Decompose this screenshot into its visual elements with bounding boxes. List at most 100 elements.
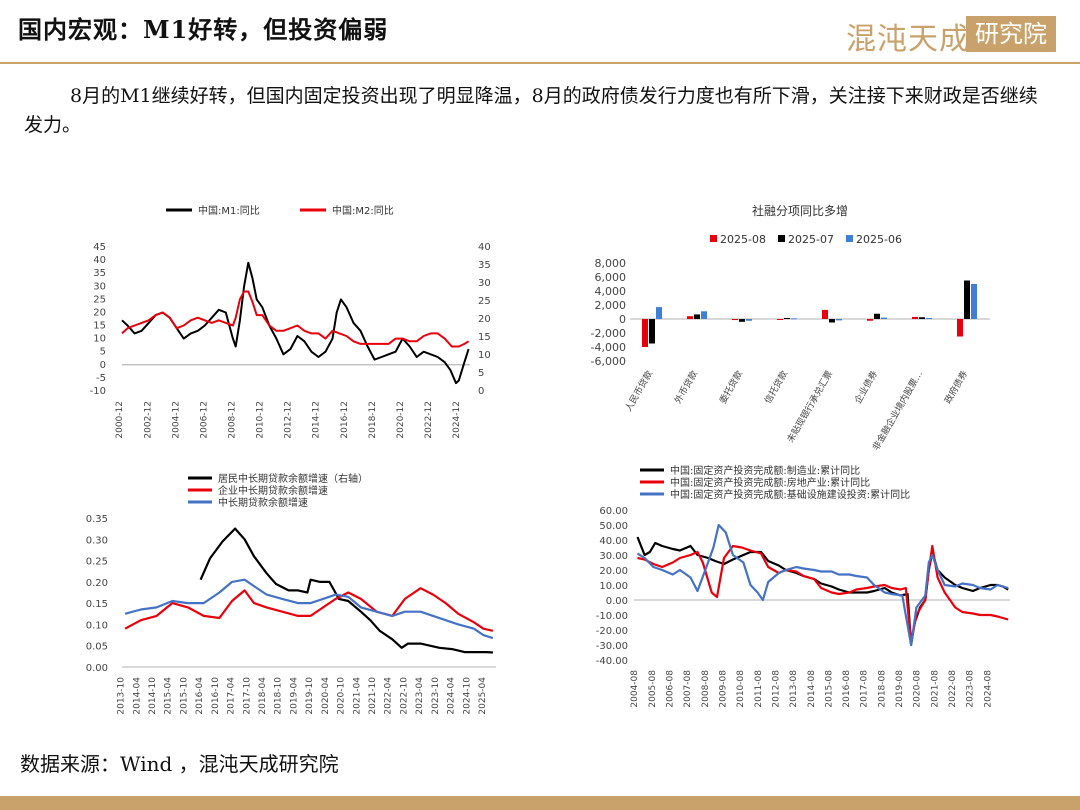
footer-bar bbox=[0, 796, 1080, 810]
series-line-1 bbox=[121, 290, 470, 348]
y-tick-right: 30 bbox=[478, 278, 491, 289]
tsf-legend-swatch bbox=[710, 235, 717, 242]
series-line-2 bbox=[124, 578, 494, 640]
x-tick-label: 2024-04 bbox=[447, 677, 457, 715]
x-tick-label: 2020-10 bbox=[337, 677, 347, 715]
y-tick-left: -10 bbox=[90, 386, 106, 397]
y-tick-label: 0.35 bbox=[86, 514, 108, 525]
y-tick-left: 15 bbox=[93, 321, 106, 332]
x-tick-label: 2011-08 bbox=[754, 670, 764, 708]
x-tick-label: 2023-08 bbox=[966, 670, 976, 708]
x-tick-label: 2017-10 bbox=[242, 677, 252, 715]
bar bbox=[649, 319, 655, 344]
summary-text: 8月的M1继续好转，但国内固定投资出现了明显降温，8月的政府债发行力度也有所下滑… bbox=[24, 85, 1038, 136]
bar bbox=[919, 317, 925, 319]
bar bbox=[822, 309, 828, 319]
x-tick-label: 2010-12 bbox=[256, 401, 266, 439]
x-tick-label: 2018-10 bbox=[274, 677, 284, 715]
bar bbox=[926, 317, 932, 319]
y-tick-right: 25 bbox=[478, 296, 491, 307]
y-tick-left: 0 bbox=[100, 360, 106, 371]
header-divider bbox=[0, 62, 1080, 64]
series-line-0 bbox=[199, 527, 493, 654]
x-tick-label: 2012-12 bbox=[284, 401, 294, 439]
x-tick-label: 2015-10 bbox=[179, 677, 189, 715]
x-tick-label: 2022-10 bbox=[399, 677, 409, 715]
y-tick-left: 30 bbox=[93, 281, 106, 292]
x-tick-label: 2022-08 bbox=[948, 670, 958, 708]
bar bbox=[791, 318, 797, 320]
x-tick-label: 2015-04 bbox=[164, 677, 174, 715]
x-tick-label: 2023-10 bbox=[431, 677, 441, 715]
bar bbox=[701, 311, 707, 319]
y-tick-label: -4,000 bbox=[591, 341, 626, 354]
x-tick-label: 2020-12 bbox=[396, 401, 406, 439]
source-note: 数据来源：Wind ，混沌天成研究院 bbox=[20, 752, 339, 776]
x-tick-label: 2021-04 bbox=[352, 677, 362, 715]
m1m2-legend-label: 中国:M1:同比 bbox=[198, 204, 260, 217]
y-tick-label: 0.20 bbox=[86, 578, 108, 589]
bar bbox=[957, 319, 963, 337]
y-tick-label: 0.30 bbox=[86, 535, 108, 546]
y-tick-label: 20.00 bbox=[599, 566, 628, 577]
loans-legend-label: 中长期贷款余额增速 bbox=[218, 496, 308, 509]
y-tick-left: 5 bbox=[100, 347, 106, 358]
x-tick-label: 2022-04 bbox=[384, 677, 394, 715]
x-tick-label: 2004-08 bbox=[630, 670, 640, 708]
category-label: 非金融企业境内股票… bbox=[870, 369, 925, 453]
y-tick-right: 35 bbox=[478, 260, 491, 271]
fai-legend-label: 中国:固定资产投资完成额:房地产业:累计同比 bbox=[670, 476, 870, 489]
logo-text-left: 混沌天成 bbox=[846, 22, 970, 57]
bar bbox=[777, 319, 783, 320]
x-tick-label: 2008-08 bbox=[701, 670, 711, 708]
category-label: 企业债券 bbox=[852, 369, 880, 406]
loans-legend-label: 居民中长期贷款余额增速（右轴） bbox=[218, 472, 368, 485]
x-tick-label: 2023-04 bbox=[415, 677, 425, 715]
category-label: 未贴现银行承兑汇票 bbox=[784, 369, 835, 445]
x-tick-label: 2004-12 bbox=[171, 401, 181, 439]
x-tick-label: 2002-12 bbox=[143, 401, 153, 439]
y-tick-label: 4,000 bbox=[595, 285, 627, 298]
x-tick-label: 2025-04 bbox=[478, 677, 488, 715]
fai-legend-label: 中国:固定资产投资完成额:基础设施建设投资:累计同比 bbox=[670, 488, 910, 501]
y-tick-label: -40.00 bbox=[596, 656, 628, 667]
x-tick-label: 2019-08 bbox=[895, 670, 905, 708]
fai-legend-label: 中国:固定资产投资完成额:制造业:累计同比 bbox=[670, 464, 860, 477]
y-tick-label: -20.00 bbox=[596, 626, 628, 637]
bar bbox=[687, 316, 693, 319]
x-tick-label: 2014-04 bbox=[132, 677, 142, 715]
y-tick-label: 0.25 bbox=[86, 557, 108, 568]
page-title: 国内宏观：M1好转，但投资偏弱 bbox=[18, 15, 389, 44]
x-tick-label: 2018-12 bbox=[368, 401, 378, 439]
y-tick-label: 0.15 bbox=[86, 599, 108, 610]
chart-title: 社融分项同比多增 bbox=[752, 203, 848, 218]
bar bbox=[642, 319, 648, 347]
y-tick-right: 40 bbox=[478, 242, 491, 253]
y-tick-left: 25 bbox=[93, 294, 106, 305]
x-tick-label: 2008-12 bbox=[227, 401, 237, 439]
bar bbox=[836, 319, 842, 321]
y-tick-right: 20 bbox=[478, 314, 491, 325]
x-tick-label: 2016-12 bbox=[340, 401, 350, 439]
x-tick-label: 2020-04 bbox=[321, 677, 331, 715]
bar bbox=[746, 319, 752, 321]
y-tick-label: 6,000 bbox=[595, 271, 627, 284]
x-tick-label: 2005-08 bbox=[648, 670, 658, 708]
y-tick-label: -2,000 bbox=[591, 327, 626, 340]
y-tick-label: 0.10 bbox=[86, 620, 108, 631]
y-tick-left: -5 bbox=[96, 373, 106, 384]
x-tick-label: 2016-10 bbox=[211, 677, 221, 715]
series-line-1 bbox=[637, 544, 1009, 644]
chart-fai: 中国:固定资产投资完成额:制造业:累计同比中国:固定资产投资完成额:房地产业:累… bbox=[596, 464, 1010, 708]
y-tick-left: 45 bbox=[93, 242, 106, 253]
bar bbox=[912, 316, 918, 319]
bar bbox=[881, 317, 887, 319]
chart-m1m2: 中国:M1:同比 中国:M2:同比 45 40 35 30 25 20 15 10 5 0 -5 -10 4… bbox=[90, 204, 491, 439]
x-tick-label: 2006-12 bbox=[199, 401, 209, 439]
tsf-legend-swatch bbox=[846, 235, 853, 242]
x-tick-label: 2013-10 bbox=[117, 677, 127, 715]
x-tick-label: 2015-08 bbox=[824, 670, 834, 708]
tsf-legend-label: 2025-07 bbox=[788, 233, 834, 246]
series-line-1 bbox=[124, 587, 494, 632]
